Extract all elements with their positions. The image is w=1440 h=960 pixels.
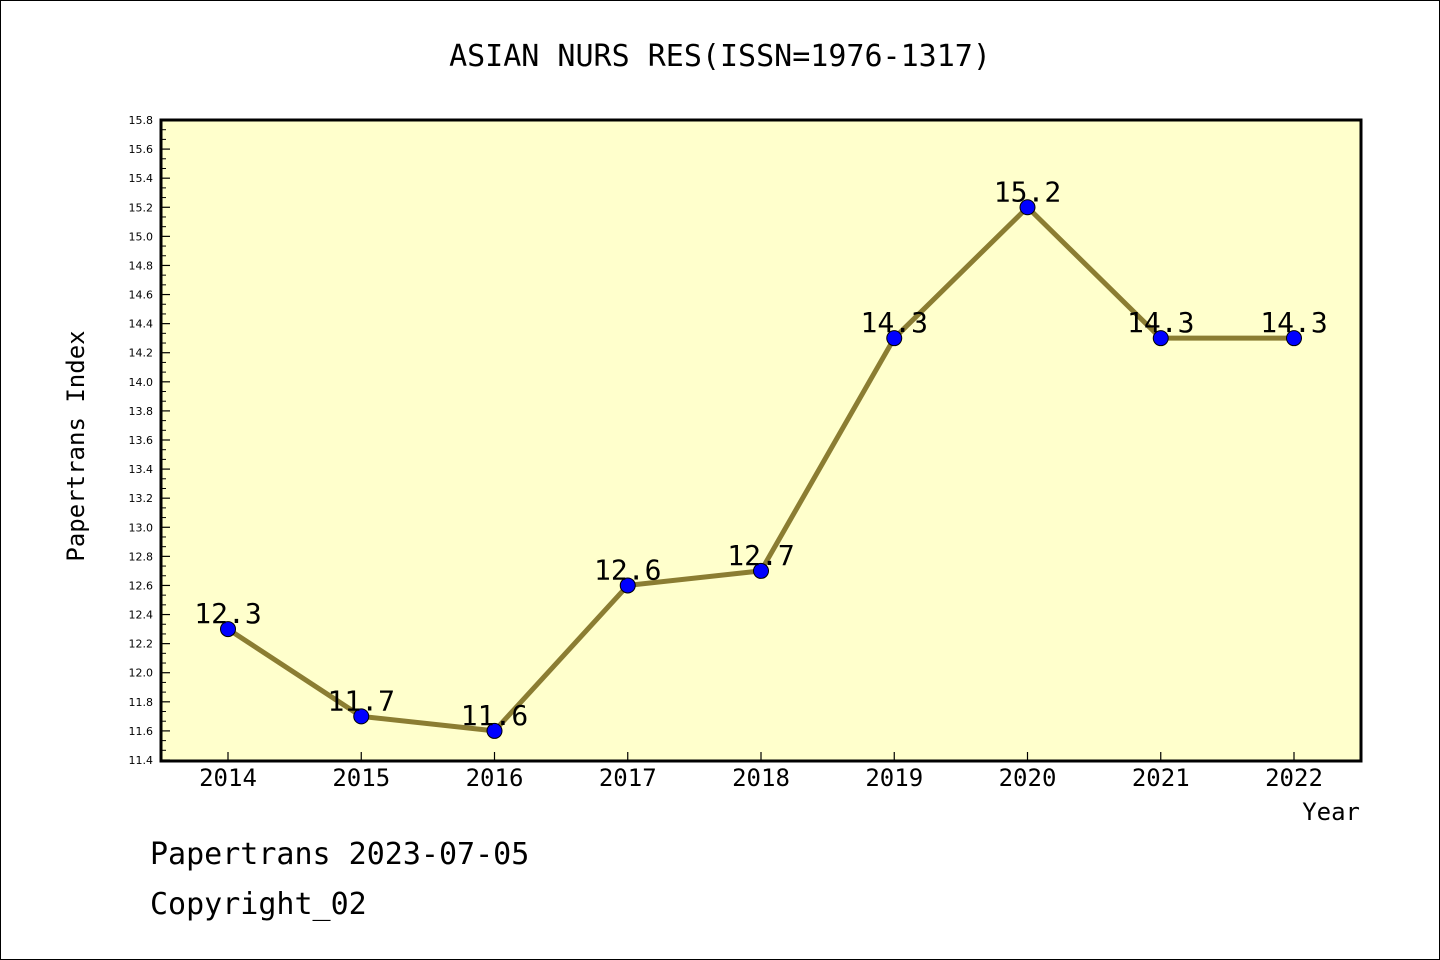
y-axis: 11.4 11.6 11.8 12.0 12.2 12.4 12.6 12.8 13.0 13.2…: [129, 114, 170, 767]
y-tick-label: 13.6: [129, 434, 154, 447]
footer-date: Papertrans 2023-07-05: [150, 837, 529, 872]
data-point: [1286, 330, 1302, 347]
data-label: 12.6: [594, 553, 661, 586]
y-tick-label: 12.6: [129, 579, 154, 592]
data-point: [753, 562, 769, 579]
y-tick-label: 15.6: [129, 143, 154, 156]
y-tick-label: 13.8: [129, 405, 154, 418]
data-label: 12.7: [727, 539, 794, 572]
data-label: 14.3: [861, 306, 928, 339]
y-tick-label: 13.2: [129, 492, 154, 505]
y-tick-label: 12.8: [129, 550, 154, 563]
x-tick-label: 2022: [1265, 764, 1323, 792]
x-axis: 2014 2015 2016 2017 2018 2019 2020 2021 2022: [199, 752, 1323, 792]
footer-copyright: Copyright_02: [150, 887, 367, 922]
data-point: [220, 621, 236, 638]
y-tick-label: 11.8: [129, 696, 154, 709]
data-point: [886, 330, 903, 347]
y-tick-label: 11.4: [129, 754, 154, 767]
y-tick-label: 14.6: [129, 289, 154, 302]
data-label: 11.6: [461, 699, 528, 732]
data-label: 12.3: [194, 597, 261, 630]
y-tick-label: 14.8: [129, 259, 154, 272]
x-tick-label: 2019: [865, 764, 923, 792]
y-tick-label: 14.2: [129, 347, 154, 360]
y-tick-label: 13.0: [129, 521, 154, 534]
y-tick-label: 15.2: [129, 201, 154, 214]
y-tick-label: 14.4: [129, 318, 154, 331]
x-tick-label: 2016: [466, 764, 524, 792]
y-tick-label: 11.6: [129, 725, 154, 738]
y-tick-label: 13.4: [129, 463, 154, 476]
data-point: [1152, 330, 1169, 347]
x-axis-label: Year: [1302, 798, 1360, 826]
x-tick-label: 2018: [732, 764, 790, 792]
x-tick-label: 2015: [332, 764, 390, 792]
data-label: 14.3: [1127, 306, 1194, 339]
plot-area: [159, 118, 1363, 763]
x-tick-label: 2020: [999, 764, 1057, 792]
y-tick-label: 14.0: [129, 376, 154, 389]
y-tick-label: 12.2: [129, 638, 154, 651]
y-tick-label: 15.0: [129, 230, 154, 243]
data-label: 14.3: [1260, 306, 1327, 339]
series-group: 12.3 11.7 11.6 12.6 12.7 14.3 15.2 14.3 14.3: [194, 175, 1328, 739]
chart-title: ASIAN NURS RES(ISSN=1976-1317): [449, 39, 991, 74]
data-point: [353, 708, 370, 725]
y-tick-label: 15.4: [129, 172, 154, 185]
y-tick-label: 12.0: [129, 667, 154, 680]
y-tick-label: 15.8: [129, 114, 154, 127]
data-label: 11.7: [328, 684, 395, 717]
y-axis-label: Papertrans Index: [62, 330, 90, 561]
data-label: 15.2: [994, 175, 1061, 208]
data-point: [1019, 199, 1036, 216]
data-point: [486, 722, 503, 739]
x-tick-label: 2017: [599, 764, 657, 792]
x-tick-label: 2021: [1132, 764, 1190, 792]
x-tick-label: 2014: [199, 764, 257, 792]
y-tick-label: 12.4: [129, 609, 154, 622]
data-point: [619, 577, 636, 594]
